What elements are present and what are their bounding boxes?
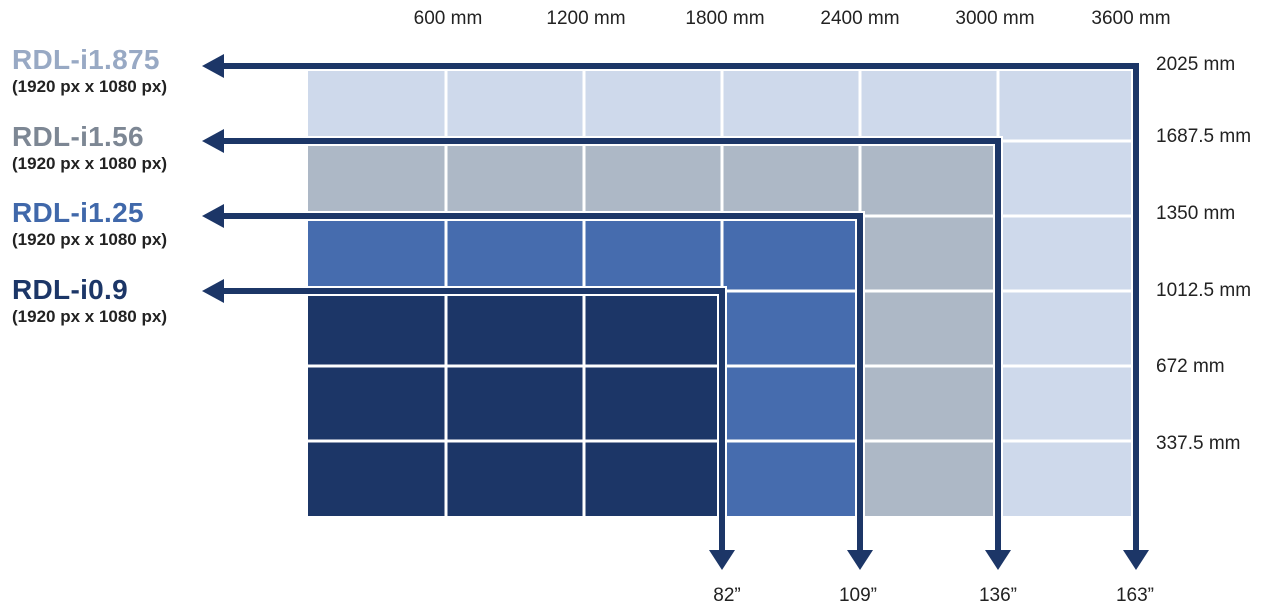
model-rdl-i1-25: RDL-i1.25 (1920 px x 1080 px) bbox=[12, 197, 167, 251]
model-resolution: (1920 px x 1080 px) bbox=[12, 307, 167, 326]
row-label-1687: 1687.5 mm bbox=[1156, 126, 1252, 147]
wall-cell bbox=[584, 291, 722, 366]
arrow-head-left bbox=[202, 279, 224, 303]
wall-cell bbox=[860, 216, 998, 291]
wall-cell bbox=[998, 366, 1136, 441]
row-label-1012: 1012.5 mm bbox=[1156, 280, 1252, 301]
wall-cell bbox=[446, 366, 584, 441]
diagonal-label-163: 163” bbox=[1115, 585, 1155, 606]
diagonal-label-109: 109” bbox=[838, 585, 878, 606]
model-rdl-i0-9: RDL-i0.9 (1920 px x 1080 px) bbox=[12, 274, 167, 328]
wall-cell bbox=[584, 441, 722, 516]
wall-cell bbox=[584, 216, 722, 291]
wall-cell bbox=[998, 441, 1136, 516]
column-label-1200: 1200 mm bbox=[546, 8, 626, 29]
wall-cell bbox=[860, 291, 998, 366]
arrow-line bbox=[222, 63, 1139, 552]
wall-cell bbox=[722, 66, 860, 141]
model-resolution: (1920 px x 1080 px) bbox=[12, 154, 167, 173]
wall-cell bbox=[998, 141, 1136, 216]
column-label-2400: 2400 mm bbox=[820, 8, 900, 29]
model-resolution: (1920 px x 1080 px) bbox=[12, 230, 167, 249]
wall-cell bbox=[308, 366, 446, 441]
wall-cell bbox=[722, 441, 860, 516]
wall-cell bbox=[722, 291, 860, 366]
wall-cell bbox=[860, 441, 998, 516]
wall-cell bbox=[860, 66, 998, 141]
wall-cell bbox=[860, 366, 998, 441]
wall-cell bbox=[584, 66, 722, 141]
model-name: RDL-i1.25 bbox=[12, 197, 144, 228]
wall-cell bbox=[308, 66, 446, 141]
model-name: RDL-i1.56 bbox=[12, 121, 144, 152]
model-name: RDL-i1.875 bbox=[12, 44, 160, 75]
row-label-1350: 1350 mm bbox=[1156, 203, 1236, 224]
wall-cell bbox=[998, 216, 1136, 291]
wall-cell bbox=[446, 216, 584, 291]
arrow-head-down bbox=[1123, 550, 1149, 570]
arrow-head-left bbox=[202, 54, 224, 78]
arrow-head-left bbox=[202, 129, 224, 153]
wall-cell bbox=[446, 66, 584, 141]
wall-cell bbox=[722, 216, 860, 291]
model-name: RDL-i0.9 bbox=[12, 274, 128, 305]
arrow-head-left bbox=[202, 204, 224, 228]
wall-cell bbox=[446, 441, 584, 516]
wall-cell bbox=[584, 141, 722, 216]
wall-cell bbox=[308, 291, 446, 366]
arrow-line bbox=[222, 213, 863, 552]
model-rdl-i1-56: RDL-i1.56 (1920 px x 1080 px) bbox=[12, 121, 167, 175]
model-resolution: (1920 px x 1080 px) bbox=[12, 77, 167, 96]
column-label-1800: 1800 mm bbox=[685, 8, 765, 29]
column-label-600: 600 mm bbox=[413, 8, 483, 29]
arrow-line bbox=[222, 138, 1001, 552]
row-label-337: 337.5 mm bbox=[1156, 433, 1241, 454]
wall-cell bbox=[722, 366, 860, 441]
wall-cell bbox=[584, 366, 722, 441]
wall-cell bbox=[308, 141, 446, 216]
arrow-line bbox=[222, 288, 725, 552]
arrow-head-down bbox=[985, 550, 1011, 570]
diagonal-label-82: 82” bbox=[713, 585, 741, 606]
wall-cell bbox=[860, 141, 998, 216]
column-label-3600: 3600 mm bbox=[1091, 8, 1171, 29]
row-label-2025: 2025 mm bbox=[1156, 54, 1236, 75]
wall-cell bbox=[308, 441, 446, 516]
wall-cell bbox=[998, 291, 1136, 366]
wall-cell bbox=[722, 141, 860, 216]
wall-cell bbox=[998, 66, 1136, 141]
diagonal-label-136: 136” bbox=[978, 585, 1018, 606]
wall-cell bbox=[446, 141, 584, 216]
model-rdl-i1-875: RDL-i1.875 (1920 px x 1080 px) bbox=[12, 44, 167, 98]
wall-cell bbox=[446, 291, 584, 366]
column-label-3000: 3000 mm bbox=[955, 8, 1035, 29]
arrow-head-down bbox=[847, 550, 873, 570]
arrow-head-down bbox=[709, 550, 735, 570]
wall-cell bbox=[308, 216, 446, 291]
row-label-672: 672 mm bbox=[1156, 356, 1225, 377]
